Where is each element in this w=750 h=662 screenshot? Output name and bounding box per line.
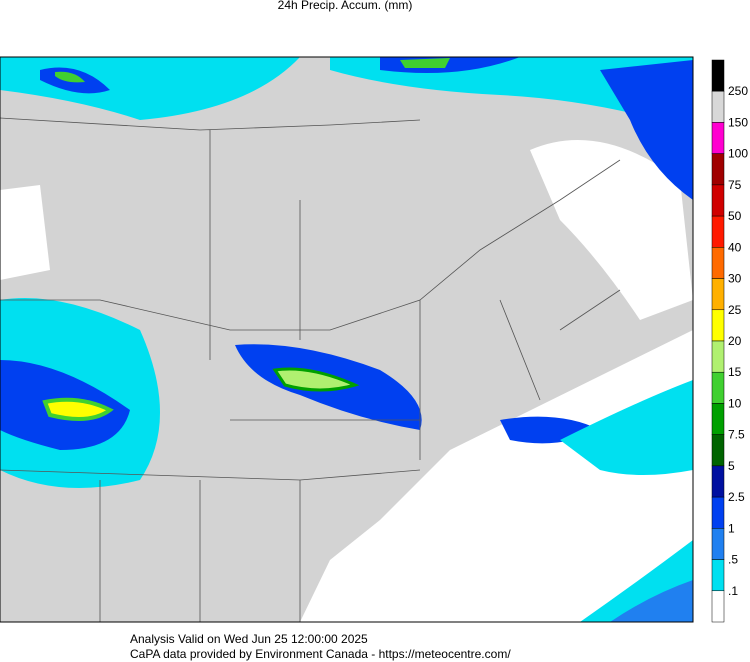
colorbar-bin xyxy=(711,309,725,342)
colorbar-label: 50 xyxy=(728,209,742,223)
colorbar-bin xyxy=(711,153,725,186)
gulf xyxy=(530,140,693,320)
colorbar-label: .1 xyxy=(728,584,738,598)
title: 24h Precip. Accum. (mm) xyxy=(278,0,413,12)
colorbar-bin xyxy=(711,90,725,123)
borders xyxy=(0,117,621,622)
map xyxy=(0,56,694,623)
precip-max xyxy=(42,397,114,421)
colorbar-label: 7.5 xyxy=(728,428,745,442)
colorbar-bin xyxy=(711,371,725,404)
colorbar-bin xyxy=(711,278,725,311)
colorbar-bin xyxy=(711,434,725,467)
colorbar-bin xyxy=(711,559,725,592)
colorbar-bin xyxy=(711,590,725,623)
precip-green xyxy=(272,367,360,392)
colorbar-bin xyxy=(711,247,725,279)
colorbar-label: 150 xyxy=(728,115,748,129)
lake xyxy=(0,185,50,280)
colorbar-label: 40 xyxy=(728,240,742,254)
colorbar-label: 20 xyxy=(728,334,742,348)
precip-green xyxy=(400,58,450,68)
footer-line: Analysis Valid on Wed Jun 25 12:00:00 20… xyxy=(130,632,368,646)
colorbar-label: 5 xyxy=(728,459,735,473)
colorbar-bin xyxy=(711,340,725,373)
colorbar: 250 150 100 75 50 40 30 25 20 15 10 7.5 5 2.5 1 .5 .1 xyxy=(711,59,748,623)
colorbar-bin xyxy=(711,496,725,529)
colorbar-label: 75 xyxy=(728,178,742,192)
footer-line: CaPA data provided by Environment Canada… xyxy=(130,647,511,661)
ocean xyxy=(300,330,693,622)
colorbar-bin xyxy=(711,528,725,560)
map-frame xyxy=(0,56,694,623)
precip-green xyxy=(55,71,85,83)
precip-cyan xyxy=(330,57,693,130)
colorbar-bin xyxy=(711,403,725,435)
colorbar-bin xyxy=(711,215,725,248)
colorbar-label: 100 xyxy=(728,147,748,161)
colorbar-label: 15 xyxy=(728,365,742,379)
colorbar-bin xyxy=(711,122,725,154)
colorbar-label: 25 xyxy=(728,303,742,317)
colorbar-label: 10 xyxy=(728,396,742,410)
colorbar-bin xyxy=(711,184,725,217)
colorbar-label: 2.5 xyxy=(728,490,745,504)
colorbar-bin xyxy=(711,465,725,498)
colorbar-label: 1 xyxy=(728,521,735,535)
colorbar-bin xyxy=(711,59,725,92)
precip-blue xyxy=(600,60,693,200)
precip-blue xyxy=(610,580,693,622)
colorbar-label: .5 xyxy=(728,553,738,567)
colorbar-label: 250 xyxy=(728,84,748,98)
colorbar-label: 30 xyxy=(728,272,742,286)
precip-cyan xyxy=(560,380,693,475)
